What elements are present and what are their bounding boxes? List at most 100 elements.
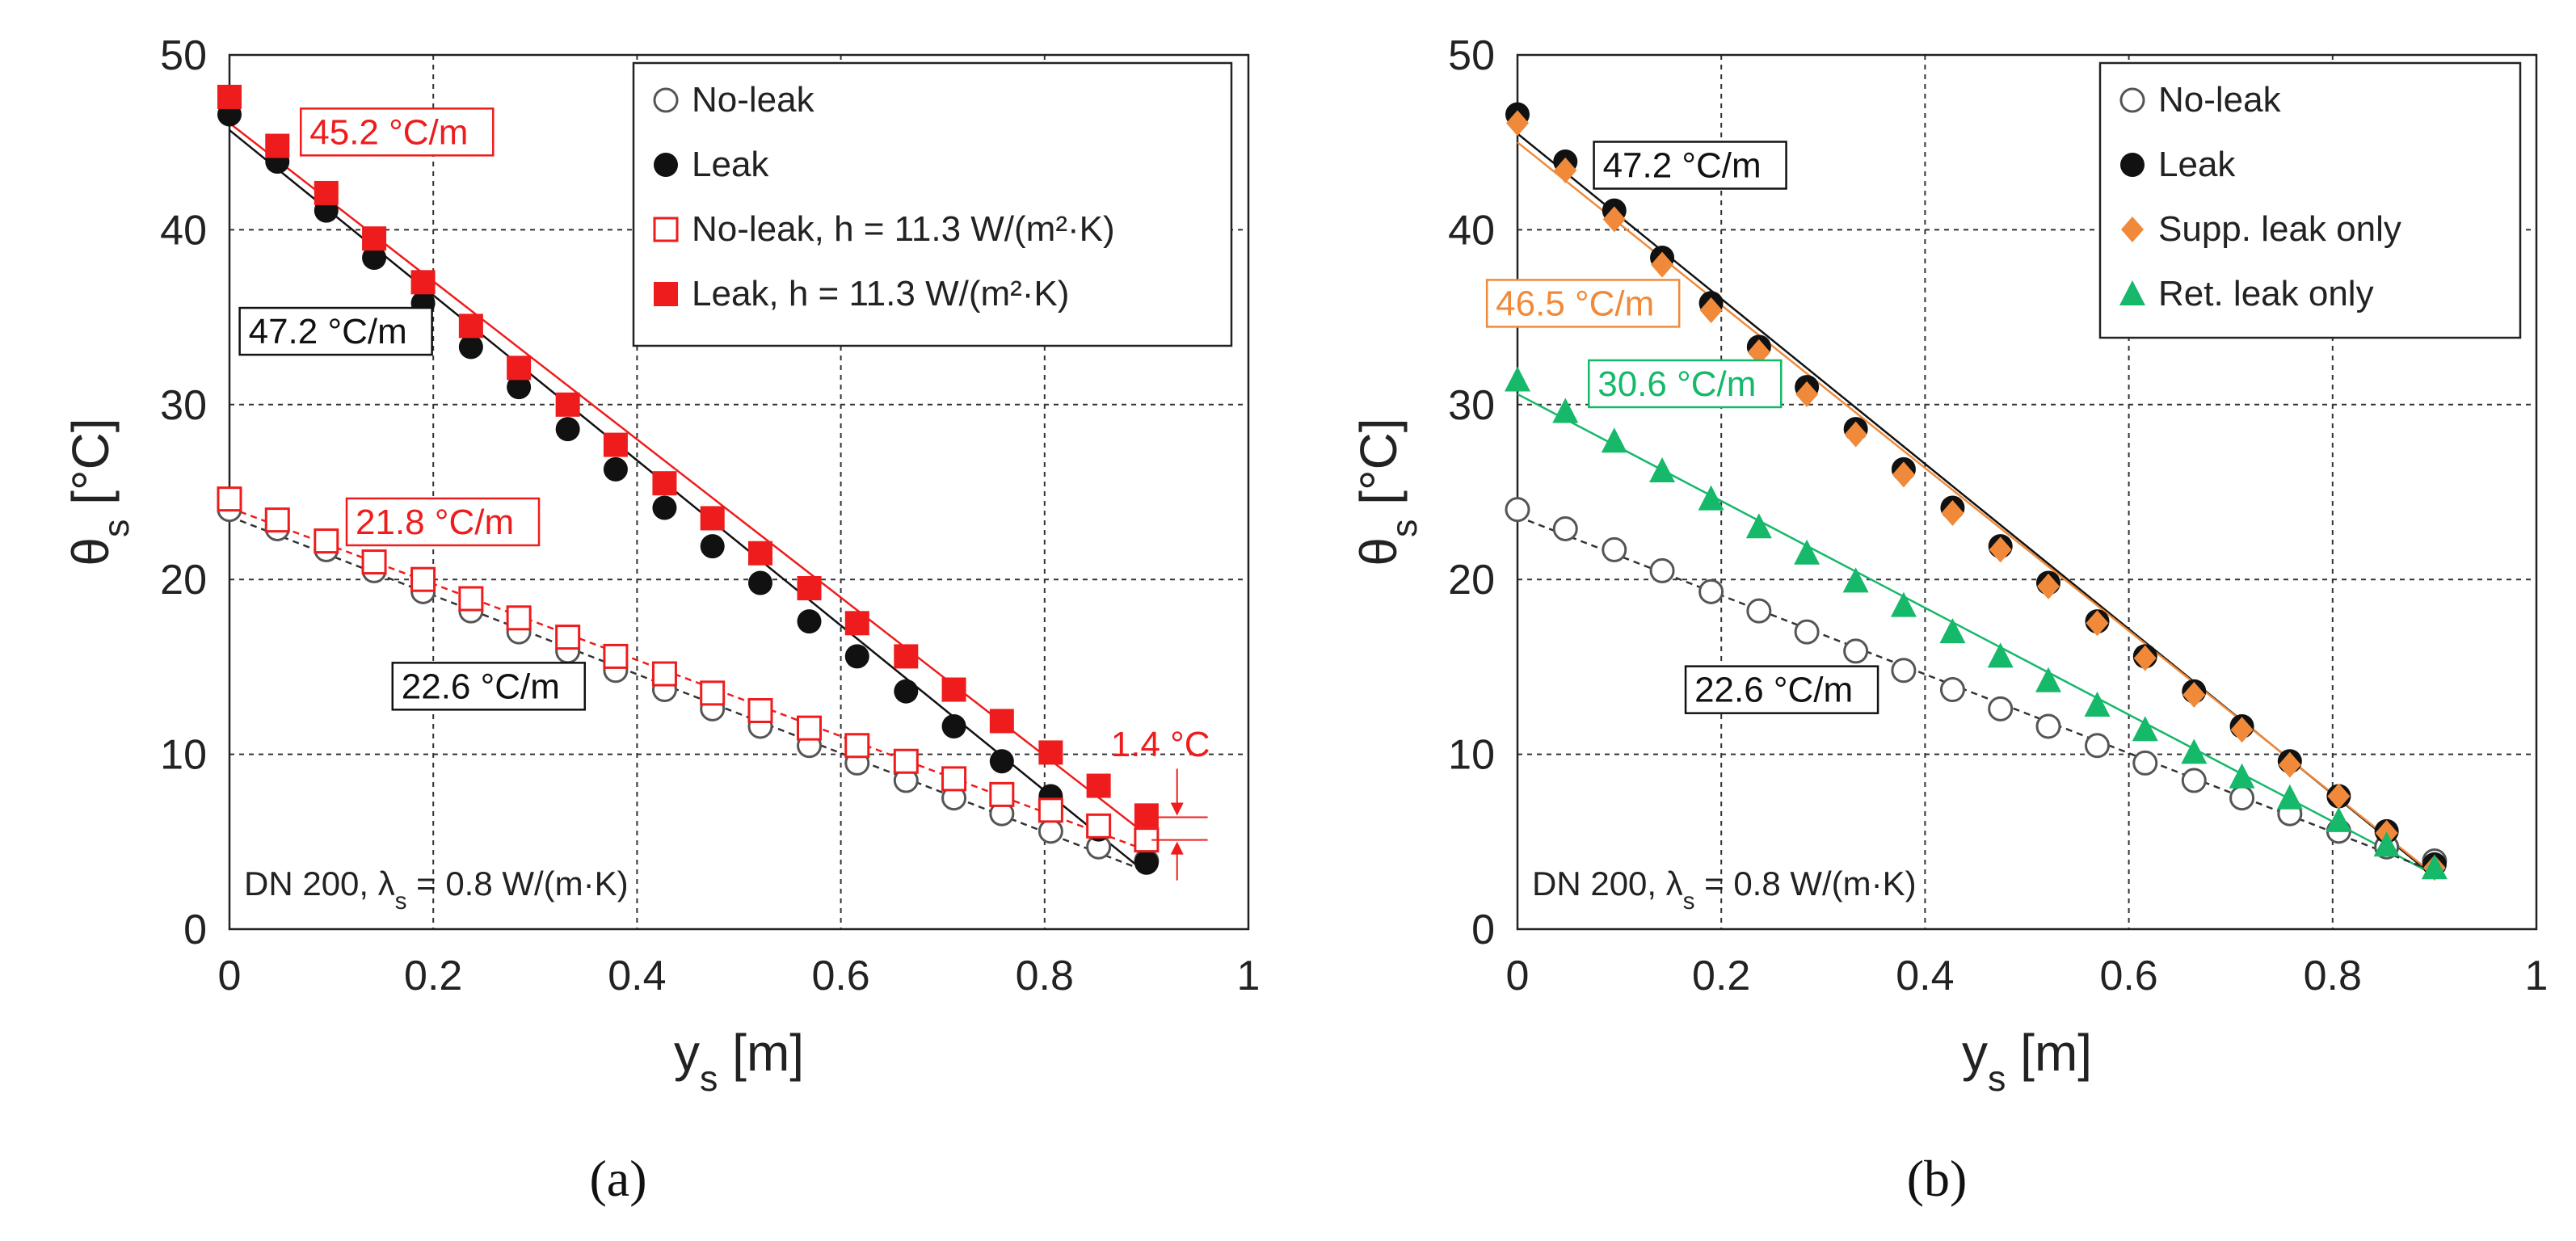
data-point xyxy=(1554,157,1577,183)
annotation-box xyxy=(300,107,495,157)
x-tick-label: 0.4 xyxy=(1896,953,1954,999)
data-point xyxy=(1038,818,1063,844)
y-tick-label-part: 20 xyxy=(1448,557,1495,604)
annotation-label-part: 47.2 °C/m xyxy=(249,312,407,351)
y-axis-title-part: θ xyxy=(1349,537,1408,566)
legend-label-part: No-leak xyxy=(2158,80,2282,120)
legend-marker xyxy=(2119,280,2145,305)
y-axis-title-part: θ xyxy=(61,537,120,566)
x-tick-label-part: 0.4 xyxy=(608,953,666,999)
y-axis-title-part: [°C] xyxy=(1349,418,1408,519)
y-axis-title-part: [°C] xyxy=(61,418,120,519)
chart-note: DN 200, λs = 0.8 W/(m·K) xyxy=(1532,864,1917,915)
data-point xyxy=(2132,750,2158,776)
y-tick-label-part: 50 xyxy=(160,32,207,79)
panel-label: (a) xyxy=(589,1150,646,1207)
x-tick-label-part: 0.2 xyxy=(1692,953,1750,999)
y-axis-title: θs [°C] xyxy=(1349,418,1425,566)
data-point xyxy=(2276,784,2303,810)
x-axis-title: ys [m] xyxy=(674,1024,804,1099)
data-point xyxy=(2373,831,2400,857)
data-point xyxy=(264,507,290,533)
data-point xyxy=(1745,513,1772,539)
annotation-label-part: 22.6 °C/m xyxy=(1694,671,1853,710)
legend: No-leak Leak No-leak, h = 11.3 W/(m²·K) Lea… xyxy=(632,61,1233,347)
data-point xyxy=(700,680,726,706)
series-1 xyxy=(1505,497,2448,874)
data-point xyxy=(989,781,1015,807)
data-point xyxy=(989,749,1014,774)
data-point xyxy=(314,180,339,205)
chart-note-part: = 0.8 W/(m·K) xyxy=(406,864,628,902)
data-point xyxy=(1988,696,2014,721)
data-point xyxy=(1506,110,1529,137)
data-point xyxy=(1843,638,1869,664)
data-point xyxy=(2229,785,2255,811)
annotation-label: 45.2 °C/m xyxy=(309,112,468,152)
data-point xyxy=(2230,717,2254,743)
x-tick-label: 0.6 xyxy=(811,953,869,999)
x-axis-title-part: y xyxy=(1962,1024,1988,1082)
data-point xyxy=(458,586,484,612)
grid xyxy=(1517,55,2536,929)
data-point xyxy=(1892,461,1915,488)
data-point xyxy=(1038,740,1063,765)
data-point xyxy=(941,766,967,792)
annotation-label-part: 22.6 °C/m xyxy=(402,667,560,706)
legend-marker xyxy=(2121,217,2144,242)
data-point xyxy=(941,677,966,702)
data-point xyxy=(1794,619,1820,645)
data-point xyxy=(361,549,387,575)
x-tick-label: 0.8 xyxy=(2304,953,2362,999)
x-tick-label: 1 xyxy=(1237,953,1261,999)
x-tick-label-part: 0.2 xyxy=(404,953,462,999)
data-point xyxy=(1505,366,1530,392)
y-axis-title-part: s xyxy=(96,520,137,537)
data-point xyxy=(2182,682,2206,709)
legend-marker xyxy=(654,282,678,306)
annotation-label-part: 21.8 °C/m xyxy=(356,503,514,542)
y-tick-label-part: 50 xyxy=(1448,32,1495,79)
x-tick-label-part: 0 xyxy=(218,953,242,999)
data-point xyxy=(1941,499,1964,526)
data-point xyxy=(2133,645,2157,671)
data-point xyxy=(797,576,822,601)
annotation-label-part: 46.5 °C/m xyxy=(1496,284,1654,323)
x-tick-label-part: 1 xyxy=(1237,953,1261,999)
y-axis-title-part: s xyxy=(1384,520,1425,537)
annotation-box xyxy=(1593,141,1787,190)
data-point xyxy=(1505,497,1530,523)
x-tick-label: 0 xyxy=(1506,953,1530,999)
data-point xyxy=(2035,713,2061,739)
annotation-label-part: 47.2 °C/m xyxy=(1603,145,1762,185)
data-point xyxy=(844,733,870,759)
data-point xyxy=(217,84,242,109)
x-tick-label: 1 xyxy=(2525,953,2549,999)
y-axis-title: θs [°C] xyxy=(61,418,137,566)
x-tick-label-part: 0.6 xyxy=(811,953,869,999)
x-axis-title: ys [m] xyxy=(1962,1024,2092,1099)
annotation-label: 1.4 °C xyxy=(1111,725,1210,764)
y-tick-label-part: 10 xyxy=(1448,732,1495,779)
chart-note: DN 200, λs = 0.8 W/(m·K) xyxy=(244,864,629,915)
data-point xyxy=(1698,578,1724,604)
data-point xyxy=(1651,251,1674,278)
legend-marker xyxy=(2120,153,2145,177)
data-point xyxy=(603,456,628,482)
data-point xyxy=(507,355,532,381)
data-point xyxy=(941,713,966,738)
chart-note-part: = 0.8 W/(m·K) xyxy=(1694,864,1916,902)
data-point xyxy=(2181,768,2207,793)
legend-label: Supp. leak only xyxy=(2158,209,2401,249)
x-tick-label-part: 0.8 xyxy=(1016,953,1074,999)
legend-label: Leak, h = 11.3 W/(m²·K) xyxy=(692,274,1069,313)
x-tick-label-part: 0.4 xyxy=(1896,953,1954,999)
chart-note-part: DN 200, λ xyxy=(1532,864,1683,902)
y-tick-label-part: 0 xyxy=(183,907,207,953)
panel-label-part: (a) xyxy=(589,1150,646,1207)
legend-label: No-leak xyxy=(692,80,815,120)
data-point xyxy=(1134,850,1159,875)
x-axis-title-part: y xyxy=(674,1024,700,1082)
annotation-label: 22.6 °C/m xyxy=(402,667,560,706)
y-tick-label-part: 30 xyxy=(1448,382,1495,429)
